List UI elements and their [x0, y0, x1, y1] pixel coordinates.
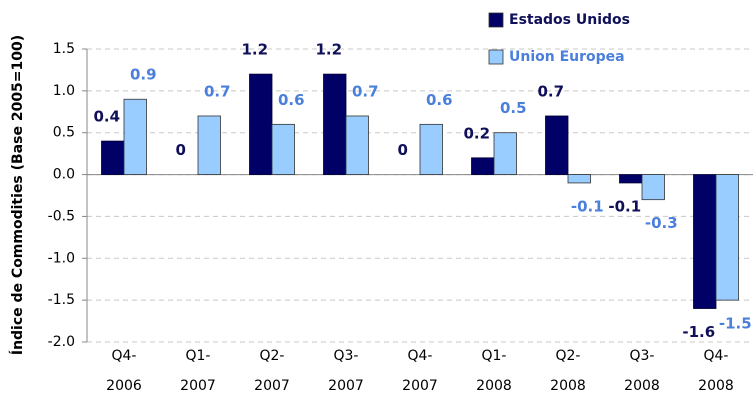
value-label: -0.1	[571, 197, 604, 215]
bar	[197, 115, 221, 175]
value-label: 0.7	[352, 82, 379, 100]
bar	[323, 73, 347, 175]
value-label: 1.2	[241, 41, 268, 59]
x-tick-label: Q4-2007	[402, 348, 438, 394]
legend-swatch	[488, 12, 504, 28]
value-label: 0	[176, 141, 186, 159]
value-label: 0.6	[426, 91, 453, 109]
value-label: 0.6	[278, 91, 305, 109]
y-tick-label: -2.0	[48, 334, 75, 350]
bar	[715, 174, 739, 301]
value-label: 0.2	[463, 124, 490, 142]
x-tick-label: Q3-2007	[328, 348, 364, 394]
bar	[471, 157, 495, 175]
value-label: 1.2	[315, 41, 342, 59]
x-tick-label: Q2-2007	[254, 348, 290, 394]
bar	[419, 123, 443, 175]
y-axis-title: Índice de Commodities (Base 2005=100)	[9, 35, 26, 355]
x-tick-label: Q4-2008	[698, 348, 734, 394]
value-label: -1.6	[682, 323, 715, 341]
x-tick-label: Q4-2006	[106, 348, 142, 394]
bar	[567, 174, 591, 184]
bar	[123, 98, 147, 175]
x-tick-label: Q2-2008	[550, 348, 586, 394]
value-label: -1.5	[719, 315, 752, 333]
y-tick-label: 0.0	[53, 167, 75, 183]
y-tick-label: 0.5	[53, 125, 75, 141]
y-tick-label: -1.0	[48, 250, 75, 266]
bar	[641, 174, 665, 201]
legend-swatch	[488, 49, 504, 65]
bar	[101, 140, 125, 175]
value-label: -0.1	[608, 197, 641, 215]
y-tick-label: -1.5	[48, 292, 75, 308]
bar	[345, 115, 369, 175]
bar	[493, 132, 517, 175]
value-label: 0.7	[204, 82, 231, 100]
value-label: 0	[398, 141, 408, 159]
bar	[249, 73, 273, 175]
bar	[693, 174, 717, 309]
value-label: 0.9	[130, 66, 157, 84]
y-tick-label: -0.5	[48, 208, 75, 224]
x-tick-label: Q1-2008	[476, 348, 512, 394]
x-tick-label: Q1-2007	[180, 348, 216, 394]
x-tick-label: Q3-2008	[624, 348, 660, 394]
y-tick-label: 1.0	[53, 83, 75, 99]
bar	[619, 174, 643, 184]
y-tick-label: 1.5	[53, 41, 75, 57]
value-label: 0.4	[93, 108, 120, 126]
value-label: -0.3	[645, 214, 678, 232]
value-label: 0.7	[537, 82, 564, 100]
value-label: 0.5	[500, 99, 527, 117]
bar	[545, 115, 569, 175]
bar	[271, 123, 295, 175]
legend-label: Union Europea	[509, 49, 625, 65]
legend-label: Estados Unidos	[509, 12, 630, 28]
